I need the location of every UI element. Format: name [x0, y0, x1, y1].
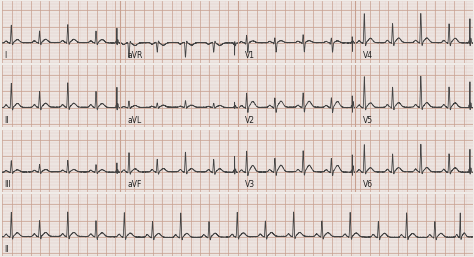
Text: V4: V4 [363, 51, 373, 60]
Text: V2: V2 [245, 116, 255, 125]
Text: aVF: aVF [127, 180, 141, 189]
Text: III: III [4, 180, 10, 189]
Text: V1: V1 [245, 51, 255, 60]
Text: V5: V5 [363, 116, 373, 125]
Text: aVR: aVR [127, 51, 143, 60]
Text: I: I [4, 51, 6, 60]
Text: V3: V3 [245, 180, 255, 189]
Text: II: II [4, 245, 8, 254]
Text: V6: V6 [363, 180, 373, 189]
Text: aVL: aVL [127, 116, 141, 125]
Text: II: II [4, 116, 8, 125]
